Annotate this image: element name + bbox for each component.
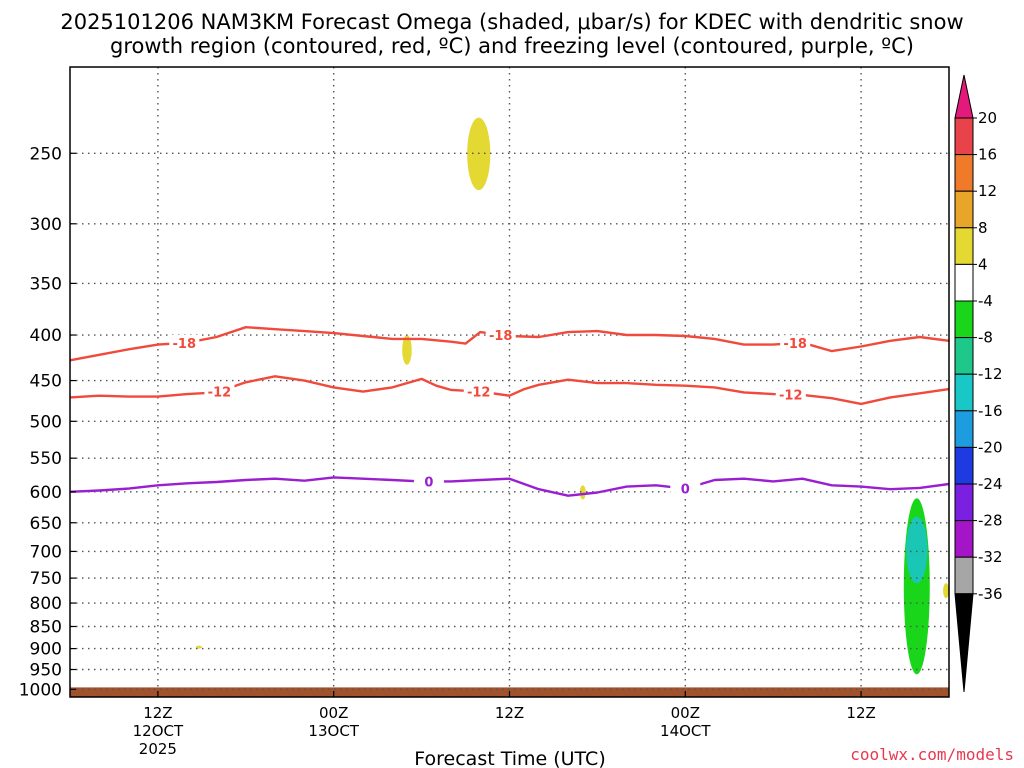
contour-label-bg: [463, 383, 494, 400]
x-tick-label: 12Z: [143, 704, 172, 722]
y-tick-label: 1000: [19, 680, 62, 700]
colorbar-segment: [954, 117, 974, 156]
y-tick-label: 250: [30, 144, 62, 164]
omega-shading-layer: [195, 117, 950, 675]
x-tick-label: 2025: [139, 740, 177, 758]
x-tick-label: 12Z: [846, 704, 875, 722]
colorbar-segment: [954, 373, 974, 412]
contour-label-bg: [775, 386, 806, 403]
colorbar-label: -32: [978, 548, 1003, 566]
credit-text[interactable]: coolwx.com/models: [850, 745, 1014, 764]
omega-region-3: [195, 645, 202, 649]
contour-line-0: [69, 476, 950, 497]
contour-label: -12: [467, 386, 491, 401]
y-axis: 250 300 350 400 450 500 550 600 650 700 750 800 850 9…: [19, 144, 76, 700]
omega-region-2: [579, 485, 586, 500]
contour-label-bg: [169, 334, 200, 351]
x-axis-label: Forecast Time (UTC): [414, 748, 605, 768]
y-tick-label: 900: [30, 640, 62, 660]
contour-label: 0: [424, 475, 433, 490]
contour-label: -12: [779, 389, 803, 404]
colorbar-segment: [954, 190, 974, 229]
colorbar-label: -20: [978, 438, 1003, 456]
y-tick-label: 550: [30, 449, 62, 469]
x-tick-label: 14OCT: [660, 722, 711, 740]
contour-label: -12: [208, 385, 232, 400]
y-tick-label: 750: [30, 569, 62, 589]
grid-layer: [70, 67, 949, 697]
contour-label-bg: [485, 326, 516, 343]
colorbar-bottom-arrow: [954, 593, 974, 693]
y-tick-label: 350: [30, 274, 62, 294]
y-tick-label: 700: [30, 542, 62, 562]
colorbar-label: -12: [978, 365, 1003, 383]
contour-label: 0: [681, 483, 690, 498]
contour-label: -18: [489, 329, 513, 344]
contour-label-bg: [204, 383, 235, 400]
omega-region-5: [906, 516, 928, 584]
colorbar-segment: [954, 337, 974, 375]
colorbar-label: 4: [978, 255, 988, 273]
y-tick-label: 650: [30, 514, 62, 534]
colorbar-segment: [954, 446, 974, 485]
x-tick-label: 00Z: [319, 704, 348, 722]
y-tick-label: 400: [30, 326, 62, 346]
colorbar-segment: [954, 410, 974, 448]
colorbar-label: 12: [978, 182, 997, 200]
omega-region-1: [402, 335, 412, 365]
colorbar-label: -4: [978, 292, 993, 310]
contour-layer: -18 -18 -18 -12 -12 -12 0 0: [69, 326, 950, 498]
colorbar-segment: [954, 520, 974, 558]
omega-region-6: [943, 583, 950, 599]
colorbar-label: 20: [978, 109, 997, 127]
colorbar: 20 16 12 8 4 -4 -8 -12 -16 -20 -24 -28 -32 -36: [954, 74, 1003, 693]
contour-label-bg: [413, 473, 444, 490]
colorbar-label: 16: [978, 146, 997, 164]
colorbar-segment: [954, 483, 974, 522]
colorbar-segment: [954, 227, 974, 265]
x-tick-label: 12OCT: [133, 722, 184, 740]
colorbar-label: -28: [978, 512, 1003, 530]
colorbar-label: -8: [978, 329, 993, 347]
colorbar-label: -16: [978, 402, 1003, 420]
y-tick-label: 450: [30, 372, 62, 392]
colorbar-top-arrow: [954, 74, 974, 119]
y-tick-label: 950: [30, 661, 62, 681]
colorbar-label: -36: [978, 585, 1003, 603]
y-tick-label: 300: [30, 215, 62, 235]
y-tick-label: 500: [30, 412, 62, 432]
colorbar-segment: [954, 154, 974, 192]
y-tick-label: 800: [30, 594, 62, 614]
x-tick-label: 13OCT: [308, 722, 359, 740]
y-tick-label: 600: [30, 483, 62, 503]
colorbar-segment: [954, 300, 974, 339]
chart-title-line1: 2025101206 NAM3KM Forecast Omega (shaded…: [60, 10, 963, 34]
y-tick-label: 850: [30, 617, 62, 637]
chart-title-line2: growth region (contoured, red, ºC) and f…: [110, 34, 914, 58]
colorbar-segment: [954, 263, 974, 302]
contour-label-bg: [670, 480, 701, 497]
contour-label: -18: [173, 337, 197, 352]
contour-label: -18: [783, 337, 807, 352]
colorbar-label: 8: [978, 219, 988, 237]
colorbar-label: -24: [978, 475, 1003, 493]
colorbar-segment: [954, 556, 974, 595]
x-tick-label: 12Z: [495, 704, 524, 722]
contour-label-bg: [780, 335, 811, 352]
x-tick-label: 00Z: [671, 704, 700, 722]
